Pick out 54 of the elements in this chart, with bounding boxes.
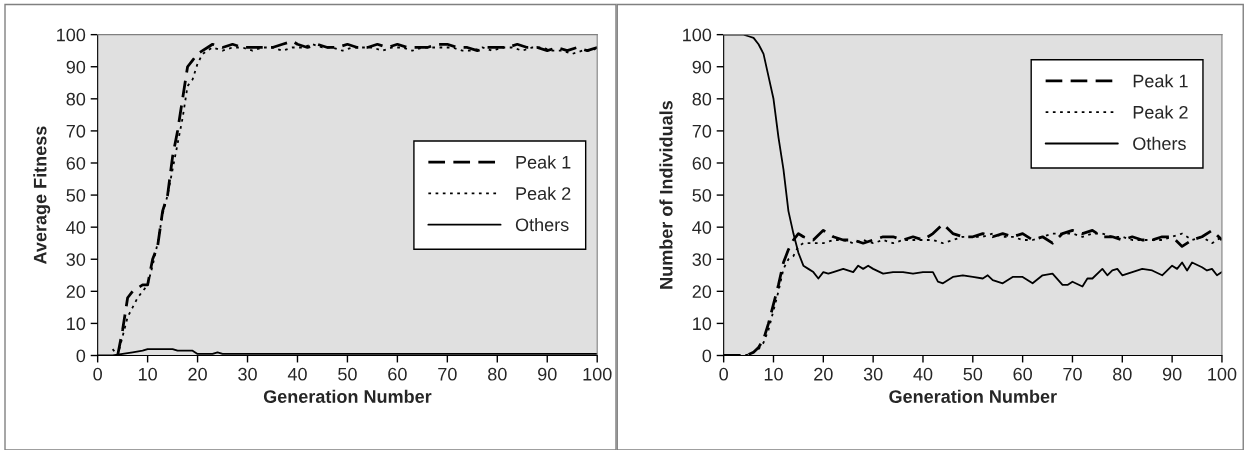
y-tick-label: 90	[692, 60, 712, 74]
legend-label: Others	[515, 217, 569, 232]
x-tick-label: 30	[863, 367, 883, 381]
x-tick-label: 0	[93, 367, 102, 381]
y-tick-label: 40	[66, 221, 86, 234]
x-tick-label: 40	[287, 367, 307, 381]
y-tick-label: 60	[692, 156, 712, 170]
x-tick-label: 20	[188, 367, 207, 381]
x-tick-label: 60	[1013, 367, 1032, 381]
y-tick-label: 70	[692, 124, 712, 138]
y-tick-label: 50	[66, 189, 86, 202]
y-tick-label: 60	[66, 156, 86, 170]
legend-label: Peak 1	[516, 155, 571, 169]
x-tick-label: 90	[538, 367, 557, 381]
y-tick-label: 30	[66, 253, 86, 266]
y-tick-label: 10	[693, 317, 712, 331]
x-tick-label: 10	[138, 367, 157, 381]
x-tick-label: 80	[488, 367, 507, 381]
x-tick-label: 90	[1162, 367, 1182, 381]
y-tick-label: 90	[66, 60, 86, 74]
x-tick-label: 50	[963, 367, 983, 381]
y-tick-label: 80	[66, 92, 86, 106]
x-tick-label: 100	[1208, 367, 1237, 381]
x-tick-label: 20	[814, 367, 833, 381]
legend-label: Others	[1133, 136, 1186, 150]
x-tick-label: 30	[238, 367, 257, 381]
legend-label: Peak 2	[1133, 105, 1188, 119]
y-tick-label: 0	[76, 349, 86, 363]
y-tick-label: 20	[692, 285, 712, 299]
x-tick-label: 80	[1113, 367, 1132, 381]
y-tick-label: 50	[692, 189, 712, 202]
y-tick-label: 70	[66, 124, 86, 138]
x-tick-label: 10	[764, 367, 783, 381]
y-tick-label: 20	[66, 285, 86, 299]
y-tick-label: 40	[692, 221, 712, 234]
y-axis-title: Average Fitness	[33, 126, 51, 265]
y-tick-label: 0	[702, 349, 712, 363]
y-tick-label: 80	[692, 92, 712, 106]
y-axis-title: Number of Individuals	[659, 101, 673, 289]
y-tick-label: 100	[683, 28, 712, 42]
x-axis-title: Generation Number	[889, 389, 1057, 403]
x-tick-label: 70	[438, 367, 457, 381]
y-tick-label: 10	[67, 317, 86, 331]
x-axis-title: Generation Number	[263, 389, 432, 403]
x-tick-label: 100	[583, 367, 612, 381]
y-tick-label: 30	[692, 253, 712, 266]
x-tick-label: 60	[388, 367, 407, 381]
legend-label: Peak 1	[1133, 74, 1188, 88]
x-tick-label: 40	[913, 367, 933, 381]
x-tick-label: 0	[719, 367, 728, 381]
x-tick-label: 70	[1063, 367, 1082, 381]
x-tick-label: 50	[338, 367, 357, 381]
y-tick-label: 100	[57, 28, 86, 42]
legend-label: Peak 2	[516, 186, 571, 200]
